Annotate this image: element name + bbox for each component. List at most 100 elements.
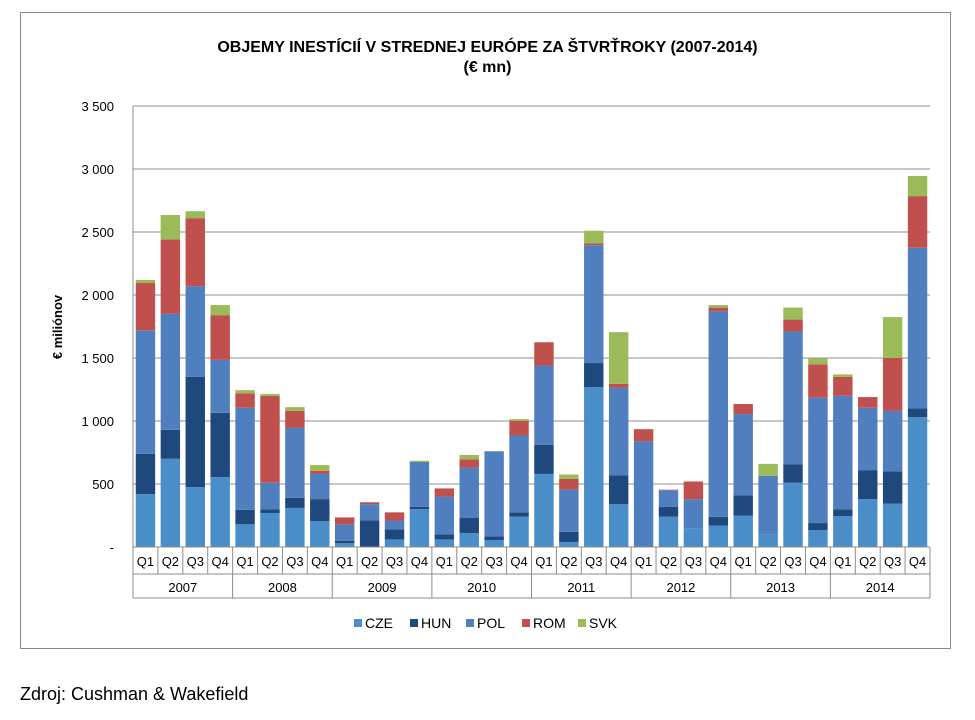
y-tick-label: 2 000: [81, 288, 114, 303]
bar-rom: [359, 502, 380, 505]
x-tick-year: 2010: [467, 580, 496, 595]
bar-cze: [808, 529, 828, 547]
bar-rom: [882, 358, 903, 411]
bar-cze: [210, 477, 230, 547]
bar-pol: [882, 410, 903, 472]
y-tick-label: 1 000: [81, 414, 114, 429]
bar-cze: [384, 539, 405, 547]
bar-cze: [484, 540, 504, 547]
bar-svk: [260, 393, 280, 396]
legend-label-cze: CZE: [365, 615, 393, 631]
legend-label-rom: ROM: [533, 615, 566, 631]
x-tick-quarter: Q3: [585, 554, 602, 569]
chart-frame: [20, 12, 951, 649]
legend-swatch-hun: [410, 619, 418, 627]
bar-hun: [509, 512, 529, 517]
bar-hun: [160, 429, 181, 459]
x-tick-quarter: Q2: [859, 554, 876, 569]
bar-pol: [135, 330, 156, 454]
bar-pol: [907, 247, 928, 409]
bar-cze: [260, 512, 280, 547]
bar-hun: [310, 499, 330, 522]
bar-pol: [858, 407, 878, 471]
bar-cze: [833, 516, 853, 547]
bar-pol: [758, 475, 778, 535]
bar-svk: [185, 211, 205, 219]
x-tick-quarter: Q2: [162, 554, 179, 569]
y-tick-label: 1 500: [81, 351, 114, 366]
y-tick-label: 500: [92, 477, 114, 492]
x-tick-quarter: Q2: [759, 554, 776, 569]
x-tick-quarter: Q2: [361, 554, 378, 569]
x-tick-quarter: Q1: [336, 554, 353, 569]
x-tick-quarter: Q3: [386, 554, 403, 569]
bar-rom: [783, 319, 803, 332]
x-tick-quarter: Q4: [311, 554, 328, 569]
bar-pol: [160, 313, 181, 430]
bar-pol: [285, 427, 305, 498]
bar-pol: [359, 504, 380, 521]
bar-rom: [310, 470, 330, 474]
bar-svk: [758, 463, 778, 476]
bar-cze: [783, 482, 803, 547]
bar-rom: [733, 403, 753, 415]
bar-cze: [907, 417, 928, 547]
bar-cze: [683, 528, 704, 547]
bar-cze: [758, 534, 778, 547]
bar-rom: [135, 283, 156, 331]
x-tick-quarter: Q1: [236, 554, 253, 569]
bar-pol: [260, 482, 280, 510]
x-tick-quarter: Q1: [834, 554, 851, 569]
bar-cze: [409, 509, 430, 547]
bar-hun: [384, 529, 405, 540]
bar-svk: [833, 374, 853, 377]
bar-rom: [534, 342, 554, 366]
bar-rom: [584, 243, 604, 246]
bar-pol: [384, 520, 405, 530]
x-tick-quarter: Q3: [286, 554, 303, 569]
bar-pol: [584, 245, 604, 364]
bar-pol: [310, 473, 330, 500]
x-tick-year: 2007: [168, 580, 197, 595]
bar-svk: [783, 307, 803, 320]
x-tick-year: 2013: [766, 580, 795, 595]
bar-cze: [459, 533, 479, 547]
bar-rom: [808, 364, 828, 398]
legend-swatch-svk: [578, 619, 586, 627]
x-tick-quarter: Q4: [909, 554, 926, 569]
bar-svk: [160, 214, 181, 240]
x-tick-quarter: Q4: [212, 554, 229, 569]
x-tick-year: 2014: [866, 580, 895, 595]
bar-cze: [858, 499, 878, 547]
bar-pol: [683, 499, 704, 529]
bar-hun: [334, 540, 355, 544]
bar-hun: [858, 470, 878, 500]
x-tick-quarter: Q3: [784, 554, 801, 569]
bar-hun: [608, 475, 629, 505]
bar-rom: [633, 429, 654, 442]
bar-hun: [783, 464, 803, 483]
bar-pol: [334, 524, 355, 541]
source-note: Zdroj: Cushman & Wakefield: [20, 684, 249, 704]
x-tick-quarter: Q2: [461, 554, 478, 569]
legend-label-hun: HUN: [421, 615, 451, 631]
bar-rom: [459, 459, 479, 468]
x-tick-quarter: Q1: [535, 554, 552, 569]
bar-hun: [534, 444, 554, 474]
y-tick-label: 3 500: [81, 99, 114, 114]
bar-cze: [160, 458, 181, 547]
x-tick-quarter: Q2: [660, 554, 677, 569]
x-tick-quarter: Q2: [560, 554, 577, 569]
y-axis-title: € miliónov: [50, 294, 65, 359]
x-tick-quarter: Q1: [635, 554, 652, 569]
bar-rom: [658, 489, 679, 491]
legend-swatch-rom: [522, 619, 530, 627]
bar-svk: [210, 305, 230, 316]
x-tick-quarter: Q4: [610, 554, 627, 569]
bar-rom: [907, 196, 928, 248]
bar-pol: [733, 414, 753, 496]
x-tick-year: 2009: [368, 580, 397, 595]
x-tick-year: 2008: [268, 580, 297, 595]
x-tick-quarter: Q1: [735, 554, 752, 569]
bar-rom: [210, 315, 230, 360]
